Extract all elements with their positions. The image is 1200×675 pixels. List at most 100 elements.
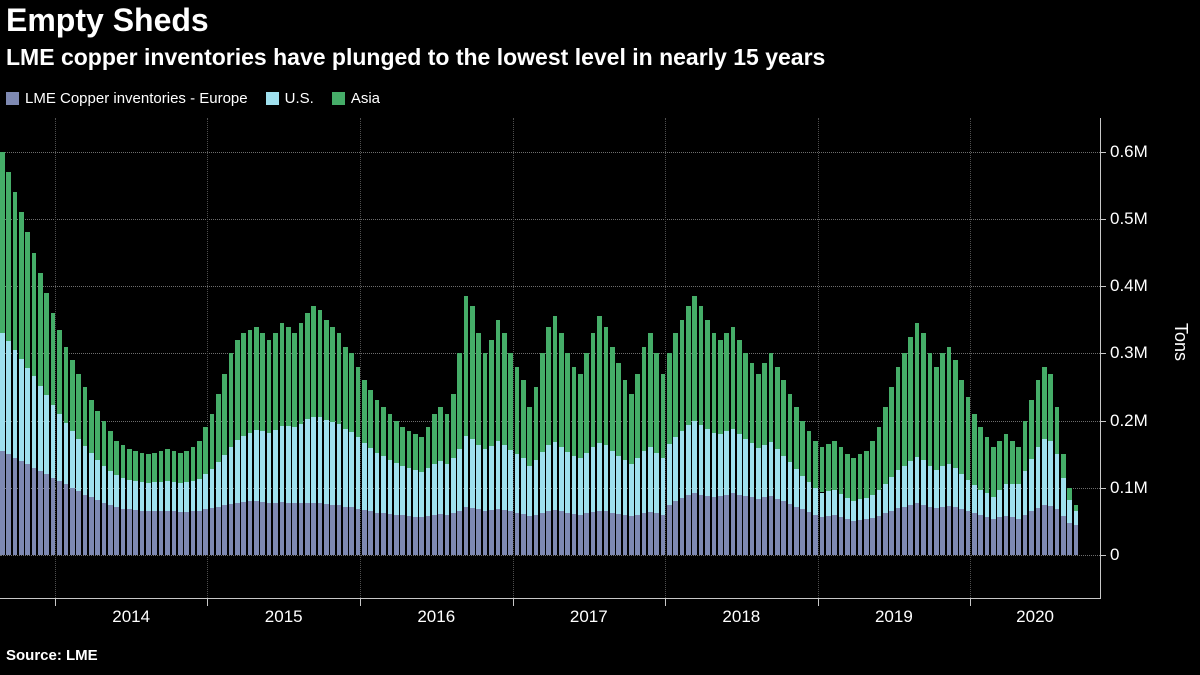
- legend-swatch-europe-icon: [6, 92, 19, 105]
- bar-segment: [393, 514, 399, 555]
- bar-segment: [1067, 499, 1072, 523]
- bar-segment: [95, 410, 100, 460]
- bar-segment: [883, 483, 888, 514]
- bar-segment: [362, 443, 367, 510]
- bar-segment: [622, 515, 628, 555]
- bar-segment: [692, 421, 698, 494]
- bar-segment: [247, 432, 253, 502]
- y-tick-label: 0.4M: [1110, 276, 1148, 296]
- x-axis-tick: [665, 599, 667, 606]
- bar-segment: [991, 447, 996, 498]
- bar-segment: [508, 353, 513, 451]
- bar-segment: [1041, 505, 1047, 555]
- v-gridline: [512, 118, 514, 598]
- legend-label-us: U.S.: [284, 90, 314, 107]
- bar-segment: [559, 333, 564, 447]
- bar-segment: [393, 462, 399, 515]
- bar-segment: [883, 407, 888, 484]
- bar-segment: [184, 482, 189, 512]
- bar-segment: [190, 447, 196, 482]
- bar-segment: [374, 452, 380, 513]
- bar-segment: [76, 491, 81, 555]
- bar-segment: [736, 494, 742, 555]
- bar-segment: [1041, 366, 1047, 440]
- bar-segment: [146, 454, 151, 484]
- bar-segment: [139, 510, 145, 555]
- bar-segment: [108, 505, 113, 555]
- bar-segment: [584, 353, 590, 453]
- bar-segment: [743, 353, 748, 439]
- x-tick-label: 2018: [722, 607, 761, 626]
- bar-segment: [584, 452, 590, 514]
- bar-segment: [476, 333, 482, 445]
- bar-segment: [921, 460, 926, 505]
- bar-segment: [254, 501, 259, 555]
- bar-segment: [984, 493, 990, 517]
- bar-segment: [711, 333, 717, 433]
- bar-segment: [444, 413, 450, 464]
- bar-segment: [806, 430, 812, 482]
- bar-segment: [285, 326, 291, 426]
- bar-segment: [25, 367, 31, 465]
- bar-segment: [203, 509, 208, 555]
- bar-segment: [520, 514, 526, 555]
- bar-segment: [565, 353, 571, 453]
- bar-segment: [298, 323, 304, 424]
- bar-segment: [158, 450, 164, 482]
- bar-segment: [82, 446, 88, 495]
- bar-segment: [438, 460, 443, 514]
- bar-segment: [762, 363, 767, 445]
- bar-segment: [933, 366, 939, 471]
- bar-segment: [762, 444, 767, 498]
- bar-segment: [743, 495, 748, 555]
- bar-segment: [940, 506, 945, 555]
- bar-segment: [88, 497, 94, 555]
- bar-segment: [902, 466, 907, 507]
- bar-segment: [597, 510, 602, 555]
- bar-segment: [482, 449, 488, 511]
- bar-segment: [698, 494, 704, 555]
- bar-segment: [724, 494, 729, 555]
- bar-segment: [463, 436, 469, 507]
- bar-segment: [895, 366, 901, 471]
- bar-segment: [425, 427, 431, 469]
- bar-segment: [470, 507, 475, 555]
- bar-segment: [946, 464, 952, 506]
- x-tick-label: 2019: [874, 607, 913, 626]
- bar-segment: [1054, 509, 1060, 555]
- bar-segment: [800, 509, 806, 555]
- y-axis-tick: [1100, 151, 1106, 153]
- bar-segment: [298, 423, 304, 504]
- bar-segment: [1029, 458, 1034, 512]
- bar-segment: [355, 366, 361, 438]
- bar-segment: [921, 333, 926, 461]
- bar-segment: [838, 447, 844, 494]
- bar-segment: [597, 442, 602, 511]
- bar-segment: [317, 417, 323, 504]
- bar-segment: [514, 454, 520, 513]
- bar-segment: [654, 452, 659, 514]
- bar-segment: [69, 360, 75, 431]
- bar-segment: [368, 390, 374, 449]
- bar-segment: [756, 498, 761, 555]
- bar-segment: [387, 459, 393, 514]
- legend: LME Copper inventories - Europe U.S. Asi…: [6, 90, 380, 107]
- bar-segment: [654, 513, 659, 555]
- bar-segment: [501, 445, 507, 510]
- y-axis-title: Tons: [1171, 323, 1191, 362]
- bar-segment: [959, 509, 964, 555]
- bar-segment: [82, 387, 88, 447]
- bar-segment: [38, 272, 43, 386]
- bar-segment: [273, 430, 278, 503]
- bar-segment: [635, 514, 640, 555]
- bar-segment: [463, 506, 469, 555]
- bar-segment: [952, 360, 958, 469]
- bar-segment: [603, 511, 609, 555]
- bar-segment: [120, 477, 126, 509]
- bar-segment: [717, 339, 723, 435]
- bar-segment: [609, 346, 615, 451]
- bar-segment: [362, 380, 367, 444]
- bar-segment: [355, 508, 361, 555]
- bar-segment: [171, 511, 177, 555]
- y-axis-tick: [1100, 420, 1106, 422]
